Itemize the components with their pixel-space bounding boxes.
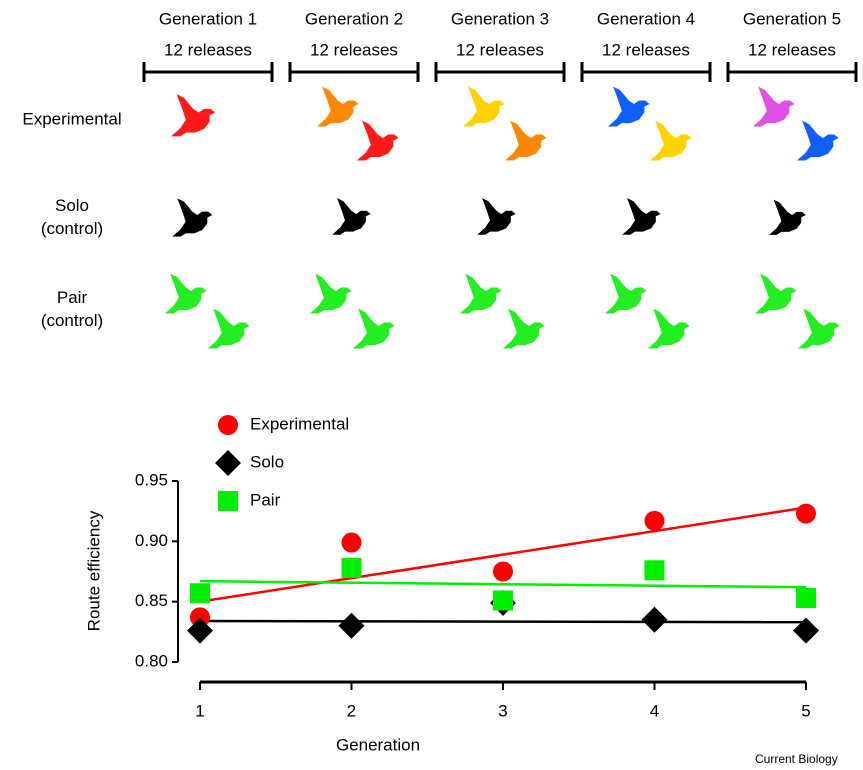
x-axis-label: Generation: [336, 735, 420, 754]
y-tick-label: 0.80: [135, 651, 168, 670]
birds: [164, 86, 840, 349]
data-point: [338, 612, 365, 639]
bird-icon: [171, 94, 216, 137]
release-count: 12 releases: [602, 40, 690, 59]
bird-icon: [332, 198, 371, 235]
row-label: Experimental: [22, 109, 121, 128]
generation-title: Generation 3: [451, 9, 549, 28]
generation-title: Generation 4: [597, 9, 695, 28]
bracket: [580, 62, 712, 82]
trend-line: [199, 619, 807, 624]
bird-icon: [316, 86, 359, 127]
data-point: [641, 606, 668, 633]
bird-icon: [459, 273, 502, 314]
bird-icon: [796, 120, 839, 161]
bird-icon: [172, 198, 213, 237]
data-point: [796, 503, 816, 524]
release-count: 12 releases: [456, 40, 544, 59]
data-point: [493, 561, 513, 582]
bird-icon: [649, 120, 692, 161]
data-point: [644, 560, 665, 581]
y-tick-label: 0.95: [135, 470, 168, 489]
x-tick-label: 3: [498, 701, 507, 720]
y-axis-label: Route efficiency: [84, 510, 103, 631]
row-label: (control): [41, 219, 103, 238]
bird-icon: [504, 120, 547, 161]
legend-label: Experimental: [250, 414, 349, 433]
x-tick-label: 4: [650, 701, 659, 720]
release-count: 12 releases: [164, 40, 252, 59]
legend-label: Solo: [250, 452, 284, 471]
bird-icon: [754, 273, 797, 314]
data-point: [187, 617, 213, 644]
bird-icon: [797, 308, 840, 349]
bird-icon: [477, 198, 516, 235]
generation-title: Generation 2: [305, 9, 403, 28]
bird-icon: [752, 86, 795, 127]
trend-line: [199, 506, 807, 603]
bird-icon: [352, 308, 395, 349]
data-point: [341, 557, 362, 578]
bird-icon: [622, 198, 661, 235]
generation-title: Generation 5: [743, 9, 841, 28]
release-count: 12 releases: [748, 40, 836, 59]
generation-title: Generation 1: [159, 9, 257, 28]
bracket: [288, 62, 420, 82]
bird-icon: [207, 308, 250, 349]
bird-icon: [607, 86, 650, 127]
bird-icon: [309, 273, 352, 314]
x-tick-label: 1: [195, 701, 204, 720]
data-point: [493, 590, 513, 611]
data-point: [341, 532, 362, 553]
bracket: [434, 62, 566, 82]
trend-line: [199, 579, 807, 589]
legend-marker: [218, 415, 238, 435]
bird-icon: [604, 273, 647, 314]
x-tick-label: 2: [347, 701, 356, 720]
data-point: [190, 583, 210, 604]
data-point: [644, 510, 665, 531]
bracket: [726, 62, 858, 82]
bird-icon: [164, 273, 207, 314]
x-tick-label: 5: [801, 701, 810, 720]
legend-marker: [218, 491, 238, 511]
bird-icon: [647, 308, 690, 349]
legend-marker: [215, 450, 241, 476]
bracket: [142, 62, 274, 82]
data-point: [190, 607, 210, 628]
bird-icon: [502, 308, 545, 349]
row-label: Pair: [57, 288, 88, 307]
row-label: Solo: [55, 196, 89, 215]
data-point: [793, 617, 819, 644]
y-tick-label: 0.90: [135, 531, 168, 550]
credit: Current Biology: [755, 752, 838, 766]
row-label: (control): [41, 311, 103, 330]
bird-icon: [462, 86, 505, 127]
y-tick-label: 0.85: [135, 591, 168, 610]
data-point: [796, 588, 816, 609]
release-count: 12 releases: [310, 40, 398, 59]
legend-label: Pair: [250, 490, 281, 509]
bird-icon: [356, 120, 399, 161]
bird-icon: [769, 199, 806, 235]
